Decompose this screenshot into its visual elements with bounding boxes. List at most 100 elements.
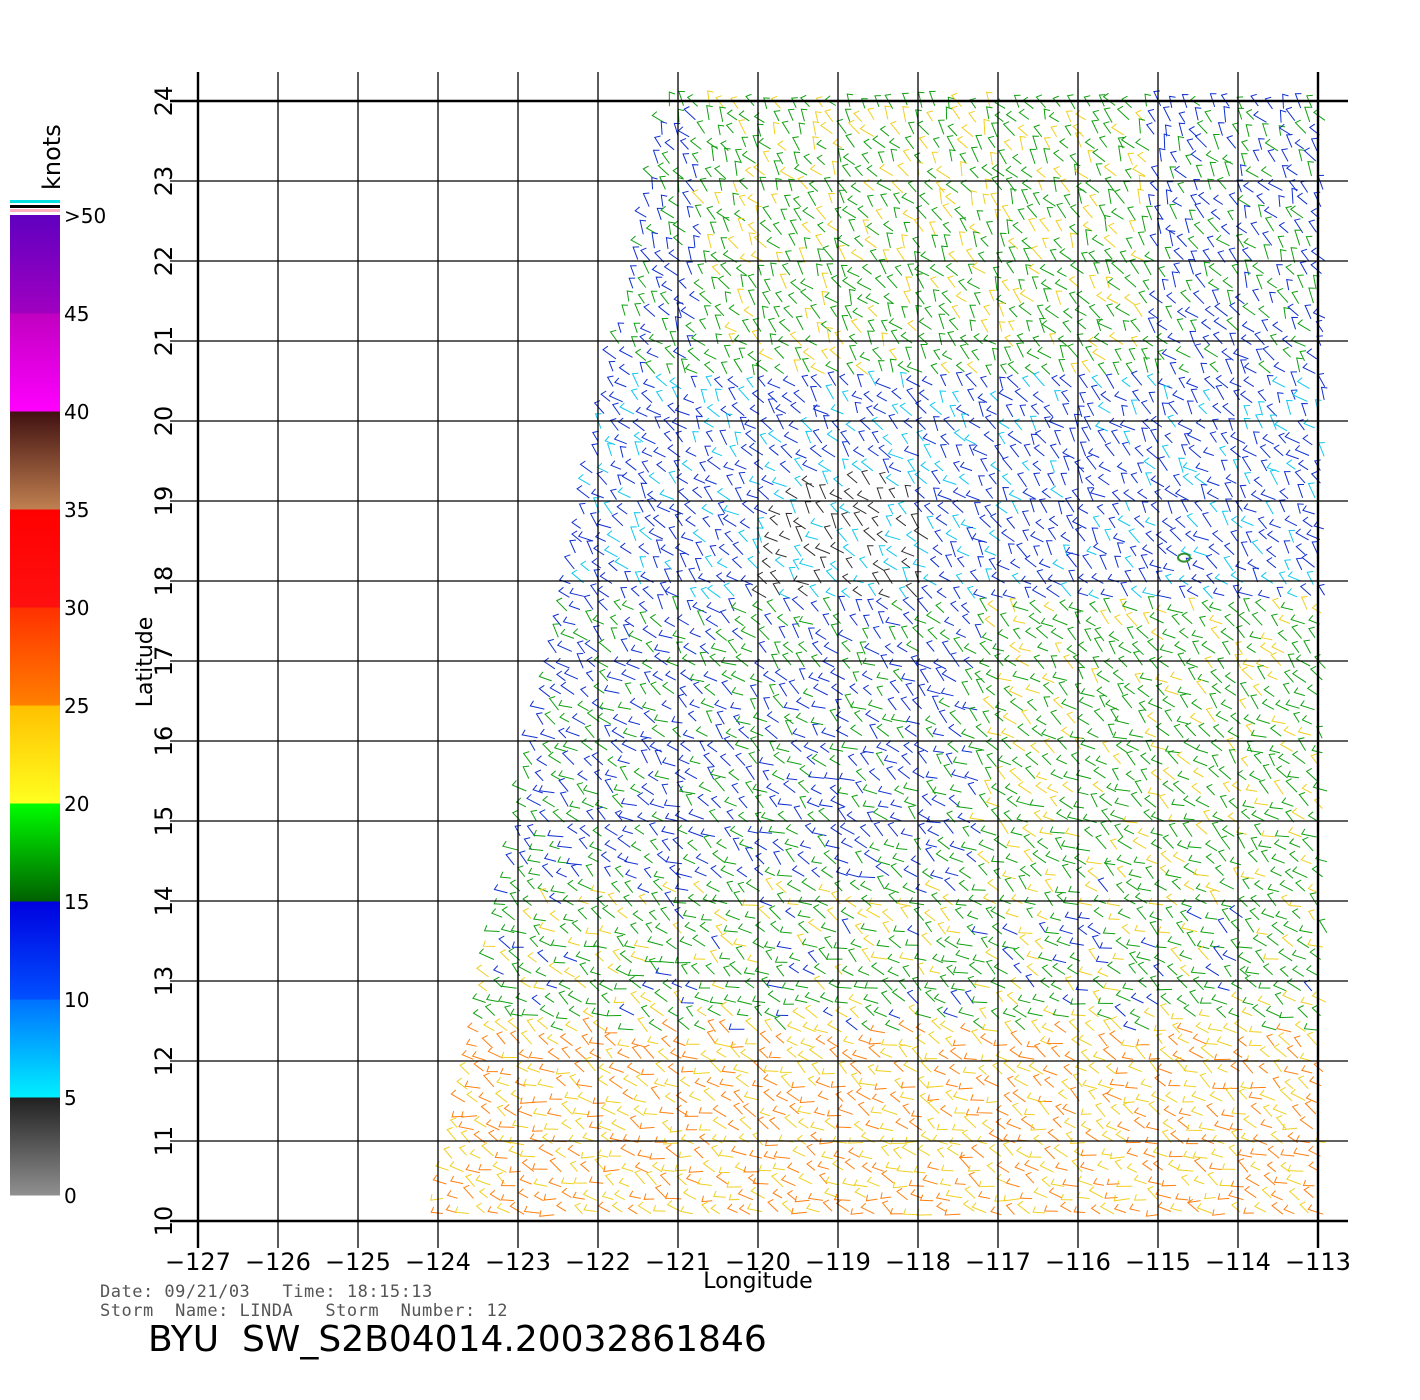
wind-barb (1201, 512, 1212, 528)
wind-barb (1295, 654, 1311, 667)
wind-barb (485, 1119, 500, 1131)
wind-barb (1048, 333, 1056, 345)
wind-barb (645, 223, 657, 235)
colorbar-bin (10, 411, 60, 510)
wind-barb (600, 1103, 616, 1115)
wind-barb (1284, 515, 1298, 527)
wind-barb (1268, 753, 1276, 767)
wind-barb (1153, 879, 1167, 891)
wind-barb (1214, 864, 1224, 876)
wind-barb (738, 177, 748, 190)
wind-barb (768, 825, 785, 834)
wind-barb (861, 263, 872, 275)
wind-barb (1064, 911, 1078, 920)
wind-barb (841, 390, 849, 402)
wind-barb (1052, 149, 1064, 162)
wind-barb (1009, 558, 1021, 569)
wind-barb (822, 245, 834, 261)
wind-barb (1130, 992, 1144, 1004)
wind-barb (747, 825, 759, 834)
wind-barb (663, 430, 672, 442)
wind-barb (958, 866, 972, 879)
wind-barb (871, 430, 880, 444)
wind-barb (858, 1150, 873, 1160)
wind-barb (985, 797, 1000, 808)
wind-barb (980, 936, 988, 948)
wind-barb (1106, 1088, 1122, 1101)
wind-barb (785, 824, 798, 835)
wind-barb (761, 290, 771, 305)
wind-barb (1106, 782, 1117, 793)
wind-barb (850, 1208, 864, 1215)
wind-barb (764, 1139, 778, 1147)
wind-barb (881, 977, 893, 991)
wind-barb (710, 251, 720, 263)
wind-barb (679, 936, 693, 947)
wind-barb (1012, 1089, 1026, 1103)
wind-barb (484, 1003, 496, 1016)
wind-barb (907, 180, 917, 193)
wind-barb (1209, 692, 1218, 709)
wind-barb (948, 1063, 960, 1075)
wind-barb (1182, 1096, 1194, 1103)
wind-barb (704, 445, 711, 457)
wind-barb (864, 1004, 875, 1017)
wind-barb (1249, 907, 1260, 921)
wind-barb (1237, 194, 1251, 207)
wind-barb (630, 841, 642, 852)
wind-barb (1212, 134, 1220, 150)
longitude-tick-labels: −127 −126 −125 −124 −123 −122 −121 −120 −119 −118… (165, 1248, 1351, 1276)
wind-barb (984, 545, 997, 556)
wind-barb (758, 757, 774, 766)
wind-barb (733, 1089, 744, 1104)
wind-barb (1281, 990, 1297, 1002)
wind-barb (703, 417, 714, 428)
wind-barb (571, 518, 581, 529)
wind-barb (634, 348, 647, 361)
wind-barb (1009, 697, 1024, 711)
wind-barb (1244, 974, 1257, 988)
wind-barb (829, 1046, 839, 1059)
longitude-tick-label: −124 (405, 1248, 471, 1276)
wind-barb (1091, 234, 1104, 247)
wind-barb (1005, 403, 1014, 418)
wind-barb (1009, 977, 1022, 990)
wind-barb (848, 344, 857, 361)
wind-barb (489, 1189, 501, 1201)
wind-barb (901, 192, 915, 204)
wind-barb (1000, 727, 1015, 739)
wind-barb (698, 1124, 711, 1131)
wind-barb (703, 305, 711, 316)
wind-barb (604, 839, 617, 851)
wind-barb (659, 581, 669, 596)
colorbar-bin (10, 215, 60, 314)
wind-barb (1280, 1161, 1291, 1173)
wind-barb (642, 192, 650, 207)
wind-barb (830, 890, 841, 905)
wind-barb (1062, 994, 1073, 1005)
wind-barb (949, 404, 957, 418)
wind-barb (1195, 1021, 1209, 1034)
wind-barb (955, 404, 970, 416)
wind-barb (1001, 473, 1012, 485)
wind-barb (669, 331, 677, 347)
wind-barb (1230, 937, 1239, 950)
wind-barb (674, 906, 684, 920)
wind-barb (1300, 1065, 1313, 1074)
wind-barb (1185, 154, 1192, 166)
wind-barb (1299, 700, 1315, 711)
wind-barb (1058, 138, 1069, 149)
wind-barb (853, 980, 866, 989)
wind-barb (695, 541, 704, 556)
wind-barb (968, 1171, 980, 1187)
wind-barb (1285, 263, 1295, 275)
wind-barb (555, 1012, 568, 1020)
wind-barb (596, 806, 606, 820)
wind-barb (1138, 709, 1146, 724)
wind-barb (925, 640, 935, 652)
wind-barb (1272, 1076, 1281, 1089)
wind-barb (761, 474, 774, 486)
wind-barb (1091, 934, 1101, 949)
wind-barb (1189, 989, 1199, 1004)
wind-barb (810, 517, 823, 528)
